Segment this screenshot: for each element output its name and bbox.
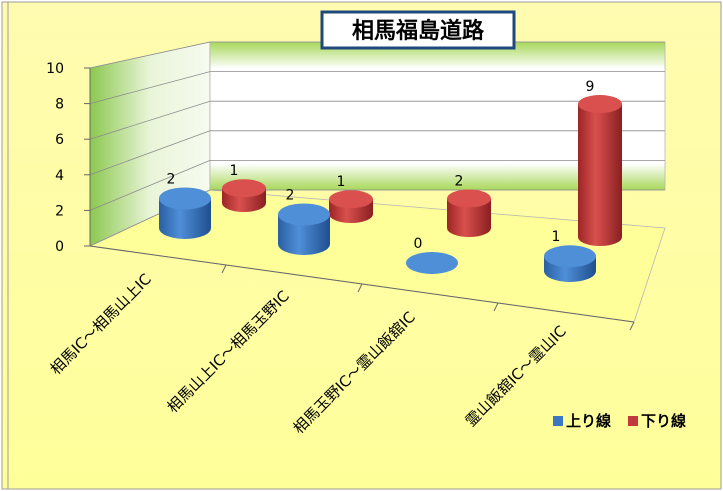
cylinder-top xyxy=(222,179,266,198)
cylinder-top xyxy=(544,245,596,268)
bar-1-0 xyxy=(222,179,266,212)
cylinder-body xyxy=(278,214,330,255)
y-tick-label: 4 xyxy=(55,168,64,184)
gridline-side xyxy=(89,130,211,176)
x-tick-mark xyxy=(357,283,363,293)
y-tick-label: 0 xyxy=(55,239,64,255)
bar-0-3 xyxy=(544,245,596,282)
cylinder-body xyxy=(159,198,211,239)
x-tick-mark xyxy=(221,264,227,274)
chart-title: 相馬福島道路 xyxy=(352,18,485,44)
gridline-side xyxy=(89,160,211,211)
data-label: 1 xyxy=(337,174,346,190)
bar-1-3 xyxy=(578,95,622,246)
y-tick-label: 2 xyxy=(55,203,64,219)
data-label: 2 xyxy=(286,187,295,203)
y-tick-label: 10 xyxy=(46,61,64,77)
data-label: 9 xyxy=(586,79,595,95)
cylinder-top xyxy=(159,187,211,210)
y-tick-label: 8 xyxy=(55,97,64,113)
bar-0-2 xyxy=(406,252,458,274)
cylinder-top xyxy=(406,252,458,274)
cylinder-body xyxy=(578,104,622,246)
data-label: 0 xyxy=(414,236,423,252)
legend-swatch-series-1 xyxy=(553,416,563,426)
legend-swatch-series-2 xyxy=(628,416,638,426)
cylinder-body xyxy=(447,198,491,237)
legend-label-series-1: 上り線 xyxy=(566,412,611,430)
x-tick-mark xyxy=(629,321,635,331)
bar-1-2 xyxy=(447,189,491,237)
gridline-side xyxy=(89,100,211,140)
cylinder-top xyxy=(447,189,491,208)
cylinder-top xyxy=(578,95,622,114)
data-label: 1 xyxy=(552,229,561,245)
chart-title-box: 相馬福島道路 xyxy=(320,10,516,50)
legend-label-series-2: 下り線 xyxy=(641,412,686,430)
x-tick-mark xyxy=(493,302,499,312)
legend: 上り線 下り線 xyxy=(553,412,686,430)
gridline-side xyxy=(89,41,211,69)
bar-0-1 xyxy=(278,203,330,255)
data-label: 2 xyxy=(167,171,176,187)
bar-1-1 xyxy=(329,190,373,223)
y-tick-label: 6 xyxy=(55,132,64,148)
bar-0-0 xyxy=(159,187,211,239)
axis-layer xyxy=(84,67,635,331)
data-label: 2 xyxy=(455,173,464,189)
gridline-side xyxy=(89,71,211,104)
bars-layer xyxy=(159,95,622,282)
cylinder-top xyxy=(329,190,373,209)
data-label: 1 xyxy=(230,163,239,179)
cylinder-top xyxy=(278,203,330,226)
